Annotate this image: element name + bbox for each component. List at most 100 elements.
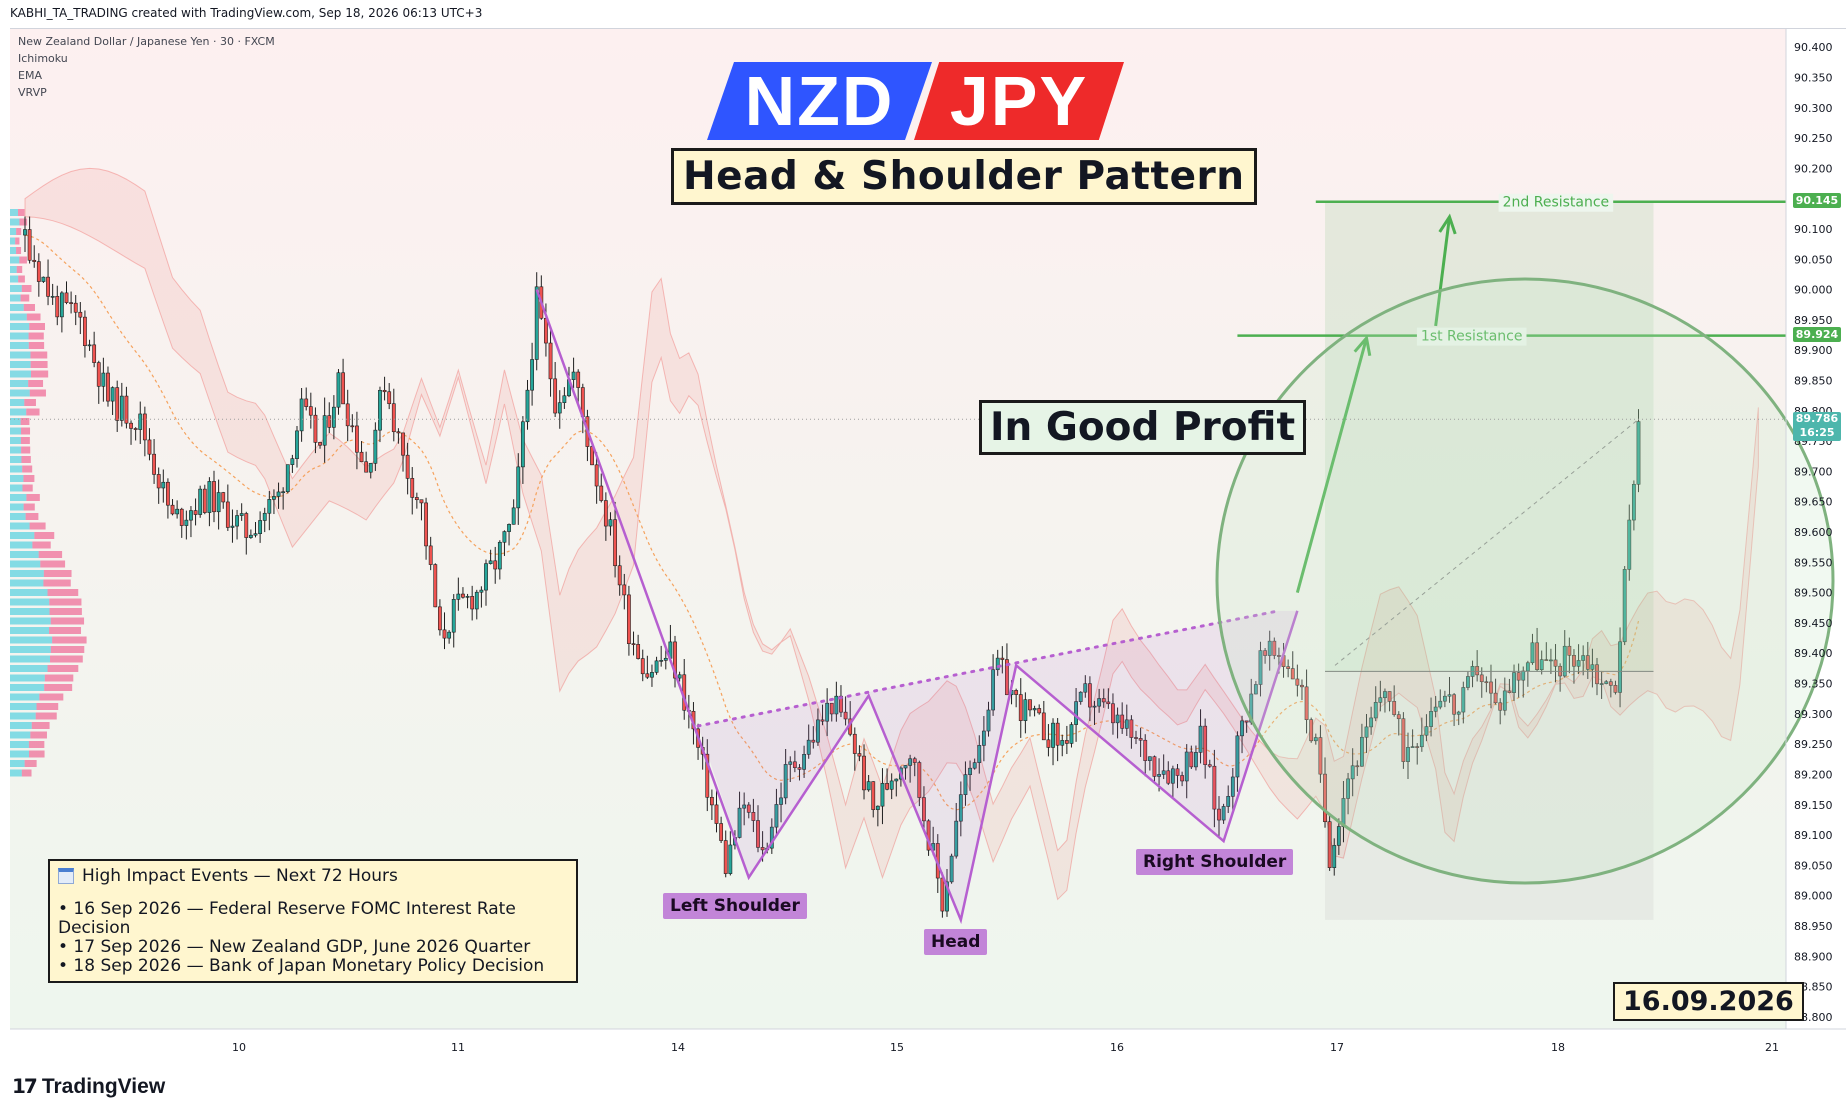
vrvp-bar-up: [10, 551, 39, 558]
candle-body: [502, 531, 507, 543]
candle-body: [83, 316, 87, 346]
candle-body: [792, 761, 797, 768]
candle-body: [378, 389, 382, 431]
vrvp-bar-up: [10, 446, 22, 454]
candle-body: [995, 657, 1000, 671]
legend-indicator-vrvp[interactable]: VRVP: [18, 86, 47, 99]
candle-body: [746, 804, 751, 813]
vrvp-bar-up: [10, 313, 27, 321]
candle-body: [705, 753, 710, 798]
vrvp-bar-down: [50, 655, 83, 663]
candle-body: [788, 761, 793, 765]
candle-body: [50, 296, 55, 298]
neckline: [696, 609, 1281, 728]
tradingview-logo[interactable]: 𝟭𝟳 TradingView: [12, 1074, 165, 1099]
candle-body: [152, 453, 156, 475]
candle-body: [1037, 708, 1042, 714]
price-tick-label: 90.000: [1794, 284, 1833, 297]
candle-body: [599, 485, 604, 501]
candle-body: [1318, 737, 1323, 775]
candle-body: [981, 730, 986, 746]
candle-body: [986, 709, 991, 732]
candle-body: [1622, 569, 1627, 643]
pattern-fill: [698, 610, 1298, 920]
price-tick-label: 89.100: [1794, 829, 1833, 842]
candle-body: [1507, 690, 1512, 693]
legend-indicator-ichimoku[interactable]: Ichimoku: [18, 52, 68, 65]
events-panel: High Impact Events — Next 72 Hours • 16 …: [48, 859, 578, 983]
candle-body: [1295, 678, 1300, 686]
candle-body: [1535, 642, 1539, 670]
candle-body: [1429, 711, 1433, 727]
candle-body: [1041, 712, 1046, 741]
pair-banner: NZD JPY: [707, 62, 1124, 140]
vrvp-bar-down: [18, 209, 25, 216]
candle-body: [1272, 640, 1277, 656]
vrvp-bar-down: [30, 361, 48, 368]
candle-body: [1424, 726, 1429, 736]
price-tick-label: 89.200: [1794, 768, 1833, 781]
price-tick-label: 90.050: [1794, 253, 1833, 266]
candle-body: [544, 317, 548, 344]
candle-body: [1562, 645, 1567, 677]
candle-body: [1240, 720, 1244, 737]
candle-body: [627, 594, 631, 644]
price-tick-label: 89.600: [1794, 526, 1833, 539]
vrvp-bar-down: [28, 741, 45, 748]
candle-body: [520, 421, 525, 468]
candle-body: [1613, 685, 1618, 693]
time-axis-background: [10, 1029, 1846, 1069]
candle-body: [207, 481, 212, 513]
vrvp-bar-down: [44, 674, 74, 682]
candle-body: [1572, 654, 1576, 667]
candle-body: [179, 508, 184, 526]
candle-body: [1350, 765, 1355, 780]
candle-body: [1152, 756, 1157, 777]
vrvp-bar-down: [23, 503, 35, 511]
candle-body: [461, 593, 465, 598]
candle-body: [594, 464, 599, 487]
candle-body: [106, 372, 110, 402]
time-tick-label: 11: [451, 1041, 465, 1054]
candle-body: [451, 599, 456, 633]
candle-body: [1028, 699, 1032, 711]
candle-body: [1115, 714, 1120, 724]
legend-indicator-ema[interactable]: EMA: [18, 69, 42, 82]
vrvp-bar-down: [35, 712, 57, 720]
candle-body: [673, 641, 677, 679]
vrvp-bar-up: [10, 247, 17, 254]
vrvp-bar-up: [10, 408, 27, 416]
candle-body: [820, 719, 825, 722]
price-tick-label: 89.400: [1794, 647, 1833, 660]
candle-body: [484, 563, 488, 591]
candle-body: [1475, 666, 1480, 676]
vrvp-bar-up: [10, 285, 22, 292]
candle-body: [124, 395, 129, 424]
candle-body: [331, 406, 336, 428]
candle-body: [603, 500, 608, 527]
vrvp-bar-down: [50, 646, 85, 653]
candle-body: [1489, 681, 1493, 694]
candle-body: [55, 296, 60, 318]
candle-body: [613, 519, 617, 567]
vrvp-bar-up: [10, 579, 44, 587]
vrvp-bar-down: [43, 570, 72, 577]
vrvp-bar-down: [40, 560, 66, 568]
candle-body: [1332, 845, 1337, 868]
vrvp-bar-up: [10, 570, 44, 577]
candle-body: [64, 292, 69, 303]
vrvp-bar-up: [10, 513, 26, 520]
candle-body: [1410, 746, 1415, 748]
vrvp-bar-up: [10, 627, 50, 634]
candle-body: [193, 510, 198, 515]
vrvp-bar-up: [10, 712, 36, 720]
candle-body: [677, 674, 682, 679]
candle-body: [857, 753, 862, 757]
candle-body: [723, 840, 728, 874]
vrvp-bar-down: [39, 693, 64, 701]
candle-body: [198, 488, 203, 515]
events-title: High Impact Events — Next 72 Hours: [82, 866, 398, 886]
candle-body: [1290, 668, 1295, 680]
vrvp-bar-up: [10, 617, 51, 625]
risk-zone: [1325, 671, 1654, 920]
